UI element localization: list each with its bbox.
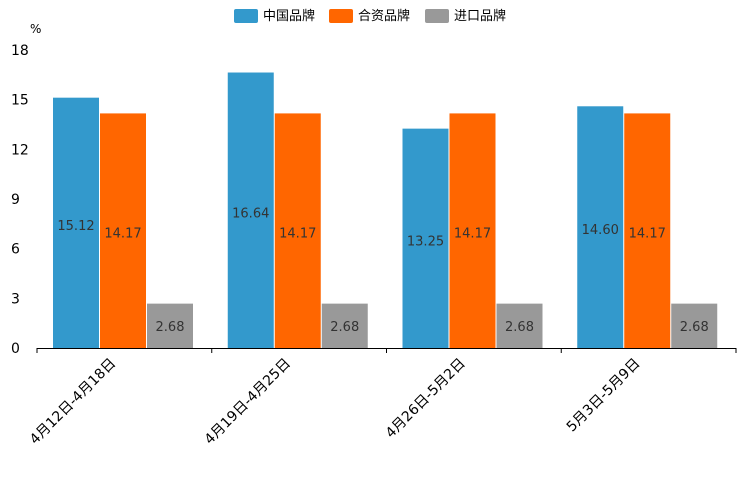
bar-1-1 bbox=[274, 113, 321, 348]
legend-label-0: 中国品牌 bbox=[263, 8, 315, 24]
bar-3-0 bbox=[577, 106, 624, 349]
legend-label-2: 进口品牌 bbox=[454, 8, 506, 24]
bar-1-2 bbox=[321, 303, 368, 348]
y-tick-label: 6 bbox=[11, 242, 20, 258]
data-label-0-0: 15.12 bbox=[57, 219, 94, 234]
x-tick-label: 4月19日-4月25日 bbox=[202, 356, 294, 448]
bar-0-1 bbox=[100, 113, 146, 348]
y-tick-label: 12 bbox=[11, 142, 29, 158]
legend-swatch-1 bbox=[329, 9, 353, 23]
bar-2-1 bbox=[449, 113, 496, 348]
x-tick-label: 4月26日-5月2日 bbox=[383, 356, 469, 442]
data-label-0-2: 2.68 bbox=[156, 320, 185, 335]
bar-2-0 bbox=[402, 128, 449, 348]
bars bbox=[53, 72, 718, 349]
y-axis: 0 3 6 9 12 15 18 bbox=[11, 43, 29, 357]
x-tick-label: 5月3日-5月9日 bbox=[564, 356, 644, 436]
y-tick-label: 15 bbox=[11, 93, 29, 109]
data-label-3-0: 14.60 bbox=[582, 223, 619, 238]
data-label-2-1: 14.17 bbox=[454, 227, 491, 242]
data-label-3-1: 14.17 bbox=[629, 227, 666, 242]
legend-label-1: 合资品牌 bbox=[358, 8, 410, 24]
y-tick-label: 18 bbox=[11, 43, 29, 59]
bar-0-2 bbox=[147, 303, 193, 348]
bar-3-2 bbox=[671, 303, 718, 348]
legend-swatch-0 bbox=[234, 9, 258, 23]
x-tick-label: 4月12日-4月18日 bbox=[27, 356, 119, 448]
data-label-2-2: 2.68 bbox=[505, 320, 534, 335]
bar-3-1 bbox=[624, 113, 671, 348]
bar-2-2 bbox=[496, 303, 543, 348]
data-label-0-1: 14.17 bbox=[104, 227, 141, 242]
data-label-2-0: 13.25 bbox=[407, 234, 444, 249]
x-axis: 4月12日-4月18日 4月19日-4月25日 4月26日-5月2日 5月3日-5月9… bbox=[27, 348, 737, 448]
bar-0-0 bbox=[53, 97, 99, 349]
y-tick-label: 3 bbox=[11, 291, 20, 307]
y-tick-label: 9 bbox=[11, 192, 20, 208]
data-label-1-2: 2.68 bbox=[330, 320, 359, 335]
y-tick-label: 0 bbox=[11, 341, 20, 357]
data-labels: 15.12 14.17 2.68 16.64 14.17 2.68 13.25 14.17 2.… bbox=[57, 206, 708, 335]
data-label-1-0: 16.64 bbox=[232, 206, 269, 221]
bar-1-0 bbox=[227, 72, 274, 348]
data-label-3-2: 2.68 bbox=[680, 320, 709, 335]
legend-swatch-2 bbox=[425, 9, 449, 23]
y-axis-unit-label: % bbox=[30, 22, 41, 36]
legend: 中国品牌 合资品牌 进口品牌 bbox=[234, 8, 506, 24]
data-label-1-1: 14.17 bbox=[279, 227, 316, 242]
